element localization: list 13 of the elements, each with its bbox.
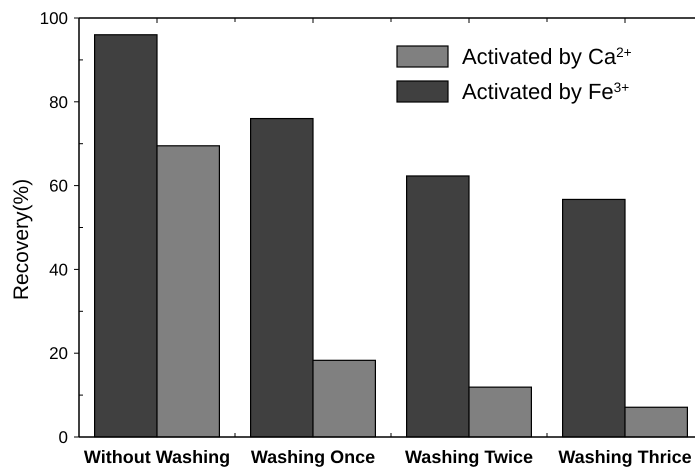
y-tick-label: 80 bbox=[49, 92, 68, 112]
y-axis-title: Recovery(%) bbox=[10, 178, 33, 300]
y-tick-label: 40 bbox=[49, 260, 68, 280]
y-tick-label: 60 bbox=[49, 176, 68, 196]
y-tick-label: 20 bbox=[49, 344, 68, 364]
legend-label: Activated by Ca$^{2+}$ bbox=[462, 44, 632, 69]
y-tick-label: 0 bbox=[58, 428, 68, 447]
x-tick-label: Washing Once bbox=[250, 447, 376, 467]
x-tick-label: Washing Thrice bbox=[558, 447, 692, 467]
legend-label: Activated by Fe$^{3+}$ bbox=[462, 79, 630, 104]
x-tick-label: Washing Twice bbox=[404, 447, 534, 467]
x-tick-label: Without Washing bbox=[84, 447, 230, 467]
y-tick-label: 100 bbox=[40, 9, 68, 28]
